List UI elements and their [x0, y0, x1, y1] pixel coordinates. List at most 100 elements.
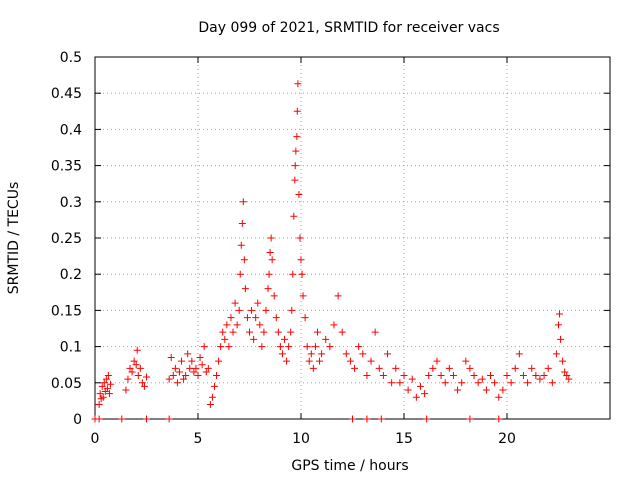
data-point: [290, 212, 298, 220]
data-point: [169, 372, 177, 380]
data-point: [266, 248, 274, 256]
data-point: [184, 350, 192, 358]
data-point: [208, 393, 216, 401]
y-tick-label: 0.4: [60, 122, 82, 138]
data-point: [371, 328, 379, 336]
y-tick-label: 0.3: [60, 195, 82, 211]
data-point: [194, 372, 202, 380]
data-point: [298, 270, 306, 278]
data-point: [363, 415, 371, 423]
data-point: [278, 350, 286, 358]
data-point: [250, 335, 258, 343]
data-point: [470, 372, 478, 380]
data-point: [132, 361, 140, 369]
data-point: [416, 382, 424, 390]
data-point: [355, 343, 363, 351]
data-point: [192, 364, 200, 372]
data-point: [499, 386, 507, 394]
data-point: [235, 306, 243, 314]
data-point: [96, 390, 104, 398]
data-point: [254, 299, 262, 307]
data-point: [421, 390, 429, 398]
data-point: [299, 292, 307, 300]
data-point: [482, 386, 490, 394]
data-point: [188, 357, 196, 365]
data-point: [478, 375, 486, 383]
data-point: [303, 343, 311, 351]
data-point: [264, 285, 272, 293]
data-point: [198, 361, 206, 369]
data-point: [165, 415, 173, 423]
y-tick-label: 0.35: [51, 159, 82, 175]
data-point: [102, 375, 110, 383]
data-point: [270, 292, 278, 300]
data-point: [221, 335, 229, 343]
data-point: [555, 321, 562, 329]
data-points: [91, 80, 573, 423]
data-point: [231, 299, 239, 307]
data-point: [202, 368, 210, 376]
data-point: [330, 321, 338, 329]
data-point: [133, 346, 141, 354]
y-axis-label: SRMTID / TECUs: [6, 182, 22, 295]
data-point: [99, 393, 107, 401]
data-point: [503, 372, 511, 380]
data-point: [429, 364, 437, 372]
data-point: [256, 321, 264, 329]
data-point: [98, 382, 106, 390]
data-point: [454, 386, 462, 394]
data-point: [445, 364, 453, 372]
data-point: [334, 292, 342, 300]
data-point: [316, 357, 324, 365]
data-point: [388, 379, 396, 387]
data-point: [423, 415, 431, 423]
data-point: [283, 357, 291, 365]
data-point: [252, 314, 260, 322]
data-point: [377, 415, 385, 423]
data-point: [563, 372, 571, 380]
data-point: [311, 343, 319, 351]
data-point: [408, 375, 416, 383]
data-point: [559, 357, 567, 365]
data-point: [462, 357, 470, 365]
x-tick-label: 0: [91, 431, 100, 447]
data-point: [138, 379, 146, 387]
data-point: [130, 357, 138, 365]
data-point: [524, 379, 532, 387]
data-point: [305, 357, 313, 365]
data-point: [100, 379, 108, 387]
data-point: [124, 375, 132, 383]
data-point: [293, 107, 301, 115]
data-point: [288, 306, 296, 314]
data-point: [379, 372, 387, 380]
data-point: [313, 328, 321, 336]
data-point: [296, 234, 304, 242]
data-point: [309, 364, 317, 372]
y-tick-label: 0.2: [60, 267, 82, 283]
x-tick-label: 10: [292, 431, 310, 447]
data-point: [556, 310, 564, 318]
data-point: [548, 379, 556, 387]
data-point: [204, 364, 212, 372]
data-point: [272, 314, 280, 322]
data-point: [346, 357, 354, 365]
y-tick-label: 0.1: [60, 340, 82, 356]
data-point: [171, 364, 179, 372]
data-point: [175, 368, 183, 376]
data-point: [248, 306, 256, 314]
data-point: [238, 220, 246, 228]
data-point: [258, 343, 266, 351]
y-tick-label: 0.45: [51, 86, 82, 102]
data-point: [143, 373, 150, 381]
data-point: [474, 379, 482, 387]
data-point: [289, 270, 297, 278]
data-point: [167, 353, 175, 361]
data-point: [243, 314, 251, 322]
data-point: [210, 382, 218, 390]
data-point: [294, 80, 302, 88]
data-point: [532, 372, 540, 380]
data-point: [122, 386, 130, 394]
data-point: [540, 372, 548, 380]
data-point: [495, 415, 503, 423]
data-point: [487, 372, 495, 380]
